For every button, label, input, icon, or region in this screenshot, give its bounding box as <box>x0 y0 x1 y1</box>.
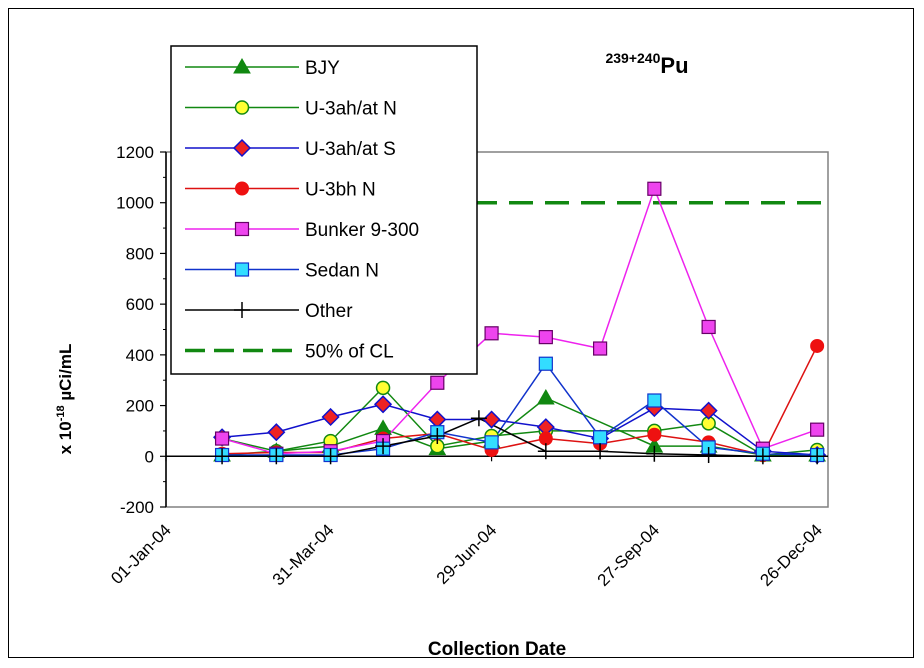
x-tick-label: 26-Dec-04 <box>756 520 826 590</box>
legend-label-u-3bh-n: U-3bh N <box>305 180 376 201</box>
data-point-u3bh-n <box>235 181 249 196</box>
data-point-bunker-9-300 <box>484 326 499 341</box>
y-tick-label: 400 <box>126 346 154 365</box>
y-tick-label: 200 <box>126 397 154 416</box>
legend-label-bjy: BJY <box>305 58 340 79</box>
data-point-bunker-9-300 <box>592 341 608 356</box>
data-point-sedan-n <box>484 435 499 450</box>
data-point-other <box>809 448 826 465</box>
chart-title: 239+240Pu <box>605 50 688 78</box>
data-point-bunker-9-300 <box>430 375 445 390</box>
data-point-u3ah-at-n <box>375 380 391 396</box>
data-point-other <box>592 443 609 460</box>
legend-label-u-3ah-at-n: U-3ah/at N <box>305 99 397 120</box>
data-point-other <box>322 448 339 465</box>
series-line-bunker-9-300 <box>221 186 818 455</box>
data-point-bjy <box>536 388 555 405</box>
data-point-u3ah-at-s <box>267 423 286 442</box>
data-point-other <box>268 448 285 465</box>
chart-frame: -200 0 200 400 600 800 1000 1200 01-Jan-04 31-Mar… <box>8 8 914 659</box>
data-point-bunker-9-300 <box>810 422 825 437</box>
legend-label-50-of-cl: 50% of CL <box>305 342 394 363</box>
data-point-other <box>470 410 487 427</box>
data-point-sedan-n <box>647 393 662 408</box>
data-point-other <box>429 428 446 444</box>
data-point-u3ah-at-s <box>482 410 501 429</box>
chart-svg: -200 0 200 400 600 800 1000 1200 01-Jan-04 31-Mar… <box>55 45 829 659</box>
legend-label-other: Other <box>305 301 353 322</box>
x-tick-label: 31-Mar-04 <box>269 520 338 589</box>
y-axis-label: x 10-18 µCi/mL <box>55 344 75 455</box>
data-point-other <box>646 445 663 462</box>
title-main: Pu <box>660 53 688 78</box>
legend-label-u-3ah-at-s: U-3ah/at S <box>305 139 396 160</box>
x-tick-label: 29-Jun-04 <box>433 520 501 588</box>
y-tick-label: 800 <box>126 244 154 263</box>
data-point-bunker-9-300 <box>538 330 553 345</box>
data-point-u3bh-n <box>538 431 553 446</box>
data-point-bunker-9-300 <box>701 319 716 335</box>
data-point-sedan-n <box>592 430 608 445</box>
legend-label-sedan-n: Sedan N <box>305 261 379 282</box>
data-point-other <box>700 447 717 464</box>
y-tick-label: -200 <box>120 498 154 517</box>
data-point-other <box>214 448 231 465</box>
y-tick-label: 0 <box>145 447 154 466</box>
data-point-u3ah-at-s <box>232 138 252 158</box>
x-axis-label: Collection Date <box>428 639 566 659</box>
y-axis-label-main: x 10 <box>56 421 75 454</box>
data-point-other <box>537 443 554 460</box>
data-point-sedan-n <box>538 356 553 371</box>
data-point-sedan-n <box>234 262 250 277</box>
data-point-u3ah-at-s <box>699 401 718 420</box>
data-point-u3bh-n <box>810 338 825 353</box>
data-point-bunker-9-300 <box>234 221 250 237</box>
series-line-other <box>222 417 818 458</box>
y-tick-label: 600 <box>126 295 154 314</box>
data-point-u3ah-at-s <box>321 407 340 427</box>
data-point-u3bh-n <box>647 427 662 442</box>
series-line-u-3ah-at-s <box>222 403 818 456</box>
y-axis-label-exp: -18 <box>55 405 67 421</box>
data-point-other <box>234 302 250 318</box>
x-tick-label: 27-Sep-04 <box>594 520 664 590</box>
data-point-bunker-9-300 <box>214 431 230 446</box>
x-tick-label: 01-Jan-04 <box>107 520 175 588</box>
data-point-u3ah-at-n <box>234 100 250 115</box>
data-point-bunker-9-300 <box>647 181 662 196</box>
data-point-u3ah-at-s <box>373 395 393 414</box>
series-line-sedan-n <box>222 362 818 456</box>
data-point-other <box>754 448 771 465</box>
legend: BJY U-3ah/at N U-3ah/at S U-3bh N Bunker 9-3… <box>170 45 478 375</box>
data-point-bjy <box>233 57 251 74</box>
series-line-u-3bh-n <box>222 345 818 456</box>
y-axis-label-unit: µCi/mL <box>56 344 75 406</box>
data-point-other <box>375 438 392 455</box>
legend-box <box>170 45 478 375</box>
y-tick-label: 1200 <box>116 143 154 162</box>
legend-label-bunker-9-300: Bunker 9-300 <box>305 220 419 241</box>
y-tick-label: 1000 <box>116 194 154 213</box>
title-superscript: 239+240 <box>605 50 660 66</box>
